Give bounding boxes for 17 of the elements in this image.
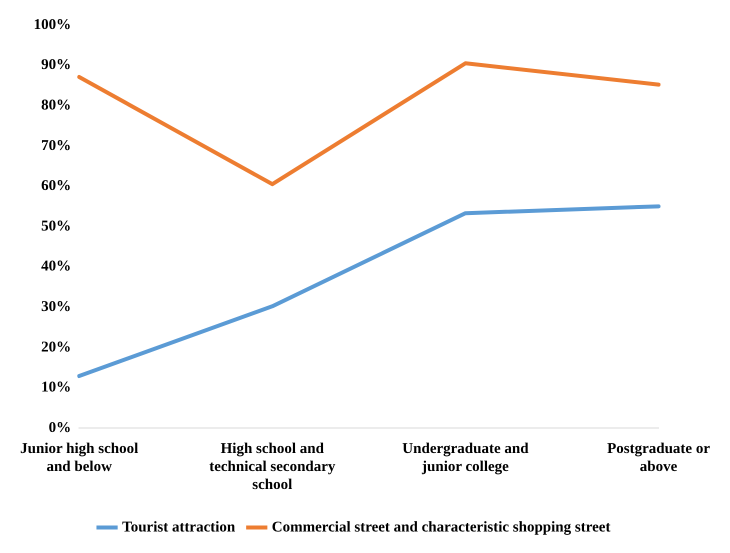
y-tick-label: 100%: [34, 16, 72, 33]
y-tick-label: 10%: [41, 380, 72, 396]
y-tick-label: 0%: [48, 420, 72, 436]
x-tick-label: Undergraduate and junior college: [402, 440, 530, 475]
y-tick-label: 20%: [41, 339, 72, 356]
legend-label: Commercial street and characteristic shopping street: [272, 519, 610, 536]
y-tick-label: 60%: [41, 178, 72, 194]
x-tick-label: High school and technical secondary school: [209, 440, 336, 493]
y-tick-label: 30%: [41, 298, 72, 315]
y-tick-label: 40%: [41, 258, 72, 275]
y-tick-label: 80%: [41, 97, 72, 114]
y-tick-label: 50%: [41, 218, 72, 234]
y-tick-label: 90%: [41, 57, 72, 74]
x-tick-label: Postgraduate or above: [607, 440, 710, 475]
legend-label: Tourist attraction: [122, 519, 236, 536]
y-tick-label: 70%: [41, 138, 72, 154]
x-tick-label: Junior high school and below: [20, 440, 138, 475]
